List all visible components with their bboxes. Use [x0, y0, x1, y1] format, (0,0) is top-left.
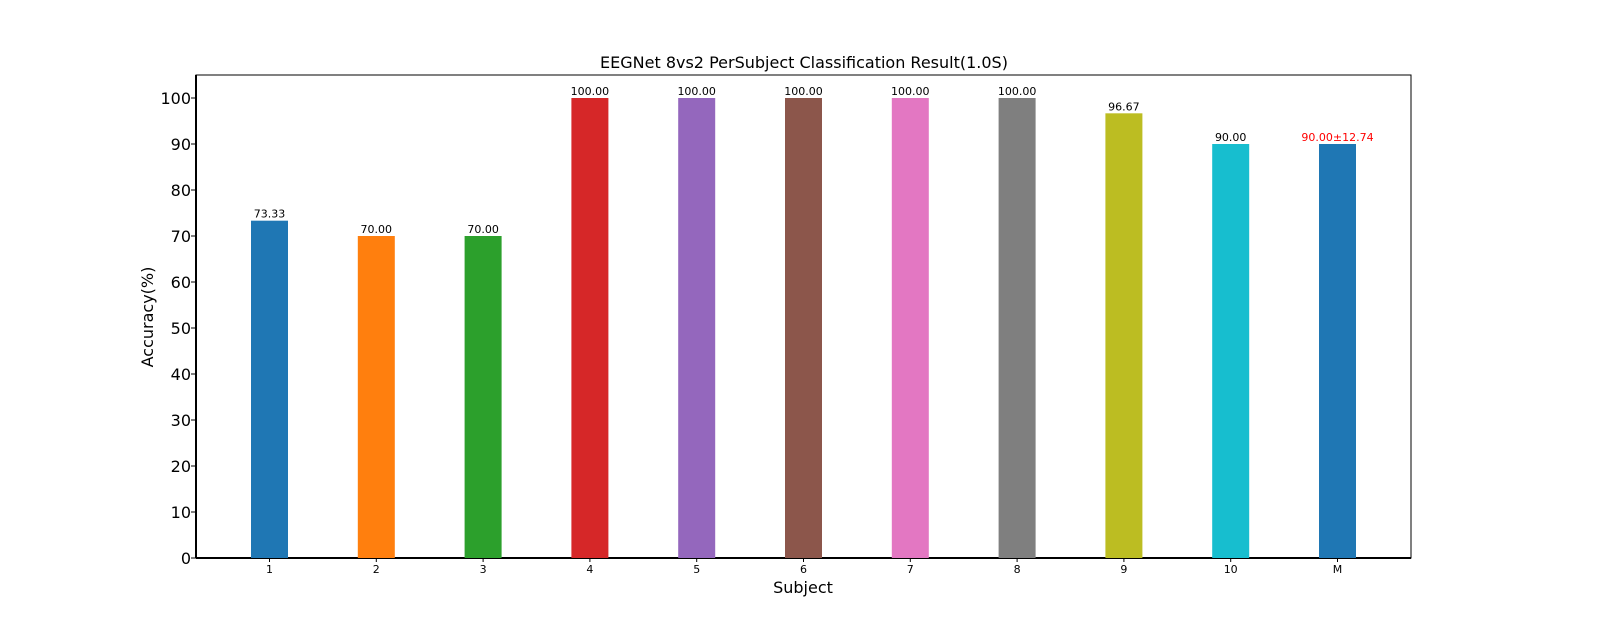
- bars: [251, 98, 1356, 559]
- data-label-2: 70.00: [361, 223, 393, 236]
- y-tick-label: 50: [171, 319, 191, 338]
- data-label-M: 90.00±12.74: [1301, 131, 1373, 144]
- data-label-4: 100.00: [571, 85, 610, 98]
- y-tick-label: 20: [171, 457, 191, 476]
- bar-6: [785, 98, 822, 558]
- chart-title: EEGNet 8vs2 PerSubject Classification Re…: [600, 53, 1008, 72]
- y-tick-label: 0: [181, 549, 191, 568]
- x-tick-label: 5: [693, 563, 700, 576]
- bar-7: [891, 98, 929, 558]
- bar-4: [571, 98, 609, 558]
- x-tick-label: 3: [480, 563, 487, 576]
- data-label-9: 96.67: [1108, 100, 1140, 113]
- data-label-8: 100.00: [998, 85, 1037, 98]
- data-label-1: 73.33: [254, 208, 286, 221]
- y-tick-label: 40: [171, 365, 191, 384]
- bar-9: [1105, 113, 1143, 559]
- y-tick-label: 90: [171, 135, 191, 154]
- x-tick-label: 1: [266, 563, 273, 576]
- bar-2: [357, 236, 395, 558]
- y-tick-label: 10: [171, 503, 191, 522]
- y-tick-label: 30: [171, 411, 191, 430]
- bar-5: [678, 98, 716, 558]
- x-axis-ticks: 1 2 3 4 5 6 7 8 9 10 M: [266, 558, 1342, 576]
- y-axis-ticks: 0 10 20 30 40 50 60 70 80 90 100: [160, 89, 196, 568]
- x-tick-label: M: [1333, 563, 1343, 576]
- bar-1: [251, 220, 288, 558]
- data-label-5: 100.00: [677, 85, 716, 98]
- data-label-10: 90.00: [1215, 131, 1247, 144]
- bar-3: [464, 236, 502, 558]
- data-label-7: 100.00: [891, 85, 930, 98]
- data-label-3: 70.00: [467, 223, 499, 236]
- x-axis-label: Subject: [773, 578, 833, 597]
- y-tick-label: 60: [171, 273, 191, 292]
- x-tick-label: 2: [373, 563, 380, 576]
- bar-M: [1319, 144, 1356, 558]
- y-tick-label: 100: [160, 89, 191, 108]
- y-tick-label: 70: [171, 227, 191, 246]
- bar-10: [1212, 144, 1250, 558]
- x-tick-label: 10: [1224, 563, 1238, 576]
- data-labels: 73.33 70.00 70.00 100.00 100.00 100.00 100.00 1…: [254, 85, 1374, 236]
- x-tick-label: 9: [1120, 563, 1127, 576]
- data-label-6: 100.00: [784, 85, 823, 98]
- x-tick-label: 8: [1014, 563, 1021, 576]
- y-axis-label: Accuracy(%): [138, 267, 157, 368]
- bar-8: [998, 98, 1036, 558]
- x-tick-label: 6: [800, 563, 807, 576]
- x-tick-label: 4: [586, 563, 593, 576]
- y-tick-label: 80: [171, 181, 191, 200]
- x-tick-label: 7: [907, 563, 914, 576]
